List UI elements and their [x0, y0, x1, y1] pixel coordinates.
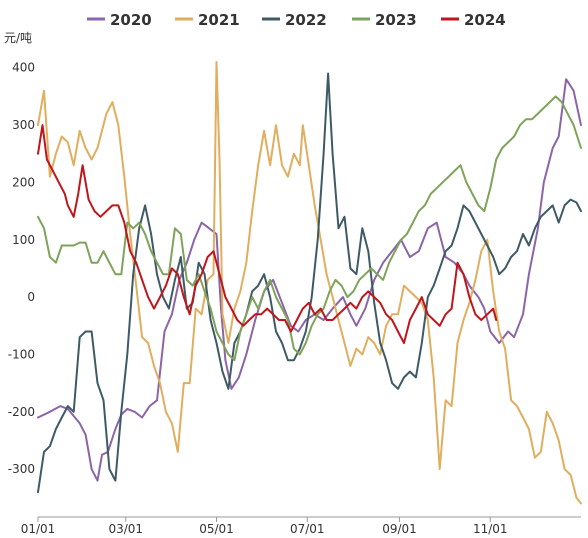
- x-axis: 01/01 03/01 05/01 07/01 09/01 11/01: [21, 517, 508, 536]
- x-tick-label: 07/01: [290, 522, 325, 536]
- y-tick-label: -200: [8, 405, 35, 419]
- y-axis: 400 300 200 100 0 -100 -200 -300: [8, 61, 35, 476]
- series-line-2020: [37, 78, 582, 482]
- x-tick-label: 05/01: [199, 522, 234, 536]
- legend-label-2020: 2020: [110, 11, 152, 29]
- legend-label-2021: 2021: [198, 11, 240, 29]
- y-tick-label: -100: [8, 347, 35, 361]
- x-tick-label: 09/01: [382, 522, 417, 536]
- y-tick-label: -300: [8, 462, 35, 476]
- y-tick-label: 100: [12, 233, 35, 247]
- series-line-2024: [37, 124, 498, 344]
- y-tick-label: 400: [12, 61, 35, 75]
- series-layer: [37, 61, 582, 505]
- legend-label-2022: 2022: [285, 11, 327, 29]
- legend-label-2024: 2024: [464, 11, 506, 29]
- y-axis-unit-label: 元/吨: [4, 31, 32, 45]
- x-tick-label: 11/01: [473, 522, 508, 536]
- series-line-2022: [37, 72, 582, 494]
- x-tick-label: 01/01: [21, 522, 56, 536]
- y-tick-label: 200: [12, 175, 35, 189]
- legend: 2020 2021 2022 2023 2024: [87, 11, 506, 29]
- series-line-2021: [37, 61, 582, 505]
- y-tick-label: 0: [27, 290, 35, 304]
- x-tick-label: 03/01: [108, 522, 143, 536]
- series-line-2023: [37, 95, 582, 362]
- y-tick-label: 300: [12, 118, 35, 132]
- legend-label-2023: 2023: [375, 11, 417, 29]
